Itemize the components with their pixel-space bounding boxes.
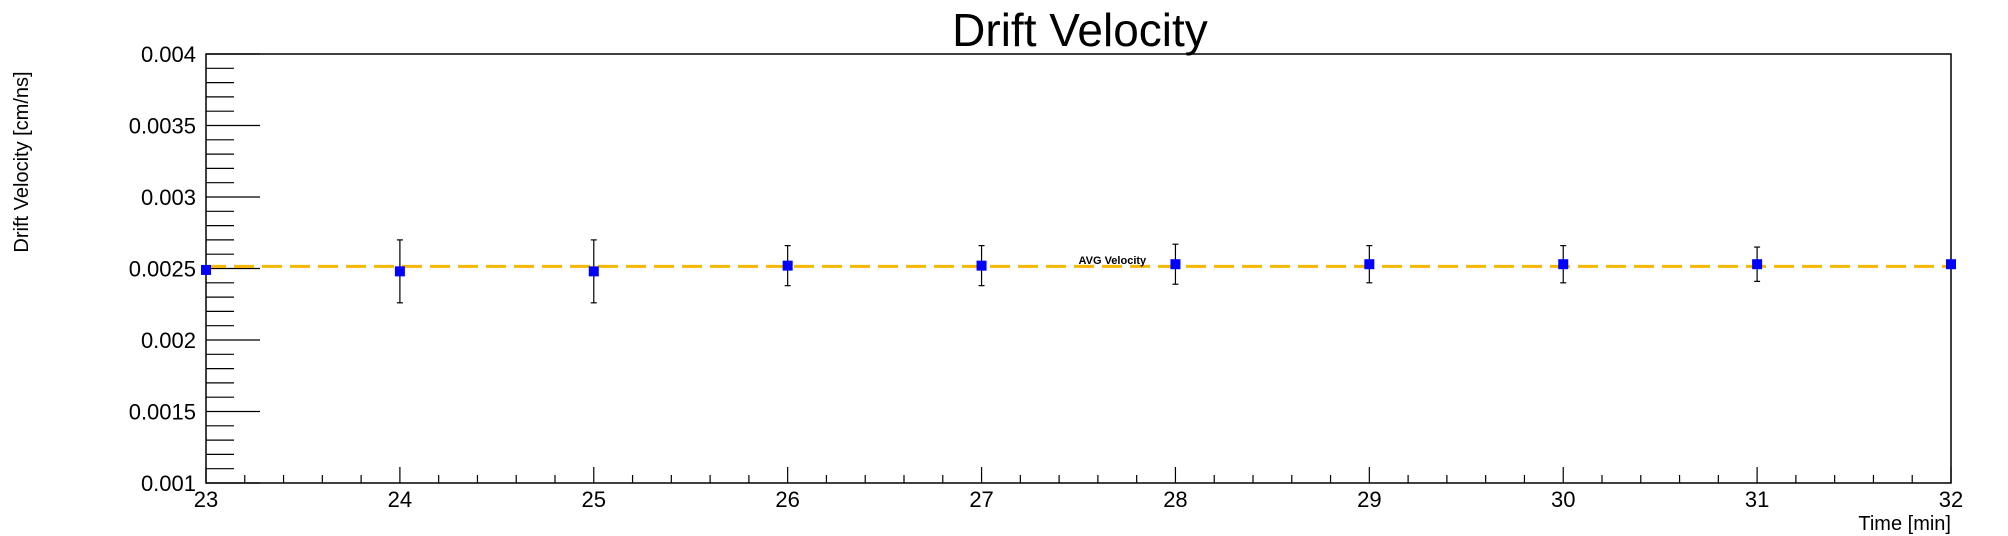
y-tick-label: 0.001	[141, 471, 196, 496]
y-tick-label: 0.004	[141, 42, 196, 67]
chart-title: Drift Velocity	[952, 4, 1208, 56]
data-point	[1946, 259, 1956, 270]
x-axis-label: Time [min]	[1858, 513, 1951, 535]
x-tick-label: 24	[388, 487, 412, 512]
x-tick-label: 23	[194, 487, 218, 512]
plot-area: 0.001 0.0015 0.002 0.0025 0.003 0.0035 0.004 23…	[129, 42, 1964, 512]
y-tick-label: 0.002	[141, 328, 196, 353]
x-tick-label: 30	[1551, 487, 1575, 512]
data-point	[782, 260, 793, 271]
y-tick-label: 0.0015	[129, 400, 196, 425]
x-tick-label: 28	[1163, 487, 1187, 512]
data-point	[1558, 259, 1569, 270]
data-point	[1364, 259, 1375, 270]
data-point	[976, 260, 987, 271]
data-point	[588, 266, 599, 277]
y-tick-label: 0.0025	[129, 257, 196, 282]
x-tick-label: 29	[1357, 487, 1381, 512]
y-tick-label: 0.0035	[129, 114, 196, 139]
data-point	[394, 266, 405, 277]
x-tick-label: 26	[775, 487, 799, 512]
data-point	[1752, 259, 1763, 270]
data-point	[1170, 259, 1181, 270]
data-point	[201, 264, 211, 275]
plot-frame	[205, 53, 1952, 484]
x-tick-label: 27	[969, 487, 993, 512]
avg-velocity-annotation: AVG Velocity	[1079, 255, 1148, 267]
x-tick-label: 25	[582, 487, 606, 512]
x-tick-label: 32	[1939, 487, 1963, 512]
y-axis-label: Drift Velocity [cm/ns]	[11, 71, 33, 252]
y-tick-label: 0.003	[141, 185, 196, 210]
x-tick-label: 31	[1745, 487, 1769, 512]
